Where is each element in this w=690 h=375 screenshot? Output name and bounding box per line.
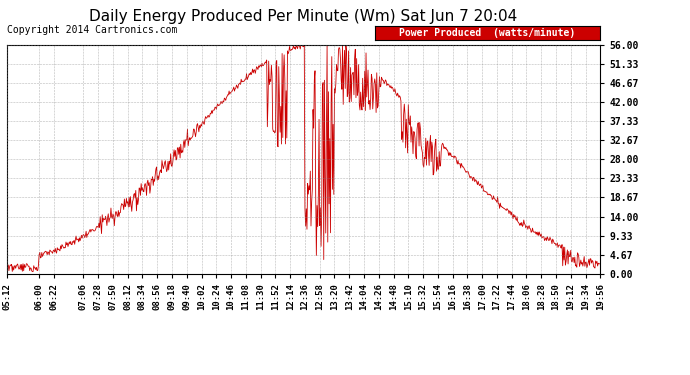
Title: Daily Energy Produced Per Minute (Wm) Sat Jun 7 20:04: Daily Energy Produced Per Minute (Wm) Sa… (90, 9, 518, 24)
Text: Copyright 2014 Cartronics.com: Copyright 2014 Cartronics.com (7, 25, 177, 35)
